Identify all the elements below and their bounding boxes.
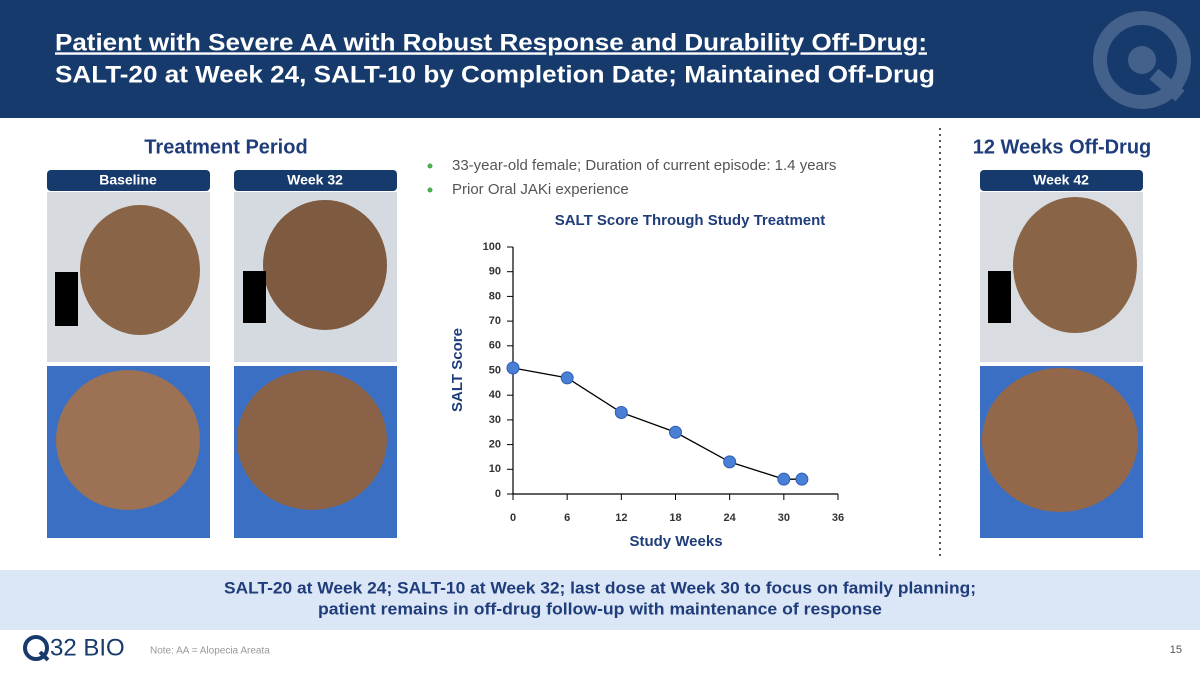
photo-column: Baseline: [47, 170, 210, 538]
x-tick-label: 0: [510, 512, 516, 524]
photo-label: Week 42: [1033, 172, 1089, 188]
y-tick-label: 60: [489, 340, 501, 352]
data-line: [512, 367, 802, 480]
data-point: [777, 472, 791, 486]
footer-logo: [23, 635, 50, 662]
data-point: [795, 472, 809, 486]
y-tick-label: 40: [489, 389, 501, 401]
data-point: [723, 455, 737, 469]
y-tick-label: 100: [483, 241, 501, 253]
logo-text: 32 BIO: [50, 634, 125, 661]
photo: [80, 205, 200, 335]
x-tick-label: 18: [669, 512, 681, 524]
section-heading: 12 Weeks Off-Drug: [973, 136, 1152, 158]
header-logo: [1093, 11, 1191, 109]
photo: [237, 370, 387, 510]
page-number: 15: [1170, 644, 1182, 656]
x-tick-label: 36: [832, 512, 844, 524]
redaction: [55, 272, 78, 326]
x-tick-label: 12: [615, 512, 627, 524]
bullet: 33-year-old female; Duration of current …: [452, 157, 836, 174]
section-heading: Treatment Period: [144, 136, 307, 158]
photo-label: Baseline: [99, 172, 157, 188]
redaction: [988, 271, 1011, 323]
chart-title: SALT Score Through Study Treatment: [555, 212, 826, 229]
y-tick-label: 30: [489, 414, 501, 426]
data-point: [614, 405, 628, 419]
y-tick-label: 80: [489, 290, 501, 302]
photo-column: Week 42: [980, 170, 1143, 538]
banner: [0, 570, 1200, 630]
photo: [982, 368, 1138, 512]
data-point: [560, 371, 574, 385]
photo: [263, 200, 387, 330]
y-tick-label: 10: [489, 463, 501, 475]
photo-column: Week 32: [234, 170, 397, 538]
photo: [56, 370, 200, 510]
photo-label-bg: [980, 170, 1143, 191]
x-tick-label: 30: [778, 512, 790, 524]
bullet: Prior Oral JAKi experience: [452, 181, 629, 198]
photo-label: Week 32: [287, 172, 343, 188]
banner-line: SALT-20 at Week 24; SALT-10 at Week 32; …: [224, 578, 976, 597]
data-point: [506, 361, 520, 375]
bullet-dot: [427, 163, 433, 169]
photo-label-bg: [47, 170, 210, 191]
photo: [1013, 197, 1137, 333]
bullet-dot: [427, 187, 433, 193]
y-tick-label: 70: [489, 315, 501, 327]
y-tick-label: 0: [495, 488, 501, 500]
y-tick-label: 20: [489, 439, 501, 451]
x-tick-label: 24: [724, 512, 737, 524]
photo-label-bg: [234, 170, 397, 191]
title-line: Patient with Severe AA with Robust Respo…: [55, 29, 927, 56]
title-line: SALT-20 at Week 24, SALT-10 by Completio…: [55, 61, 935, 88]
banner-line: patient remains in off-drug follow-up wi…: [318, 599, 882, 618]
data-point: [669, 425, 682, 439]
y-tick-label: 90: [489, 266, 501, 278]
x-tick-label: 6: [564, 512, 570, 524]
footnote: Note: AA = Alopecia Areata: [150, 646, 270, 657]
header-bar: [0, 0, 1200, 118]
y-axis-label: SALT Score: [449, 328, 466, 412]
chart: SALT Score Through Study Treatment SALT …: [449, 212, 844, 550]
y-tick-label: 50: [489, 364, 501, 376]
redaction: [243, 271, 266, 323]
x-axis-label: Study Weeks: [629, 533, 722, 550]
